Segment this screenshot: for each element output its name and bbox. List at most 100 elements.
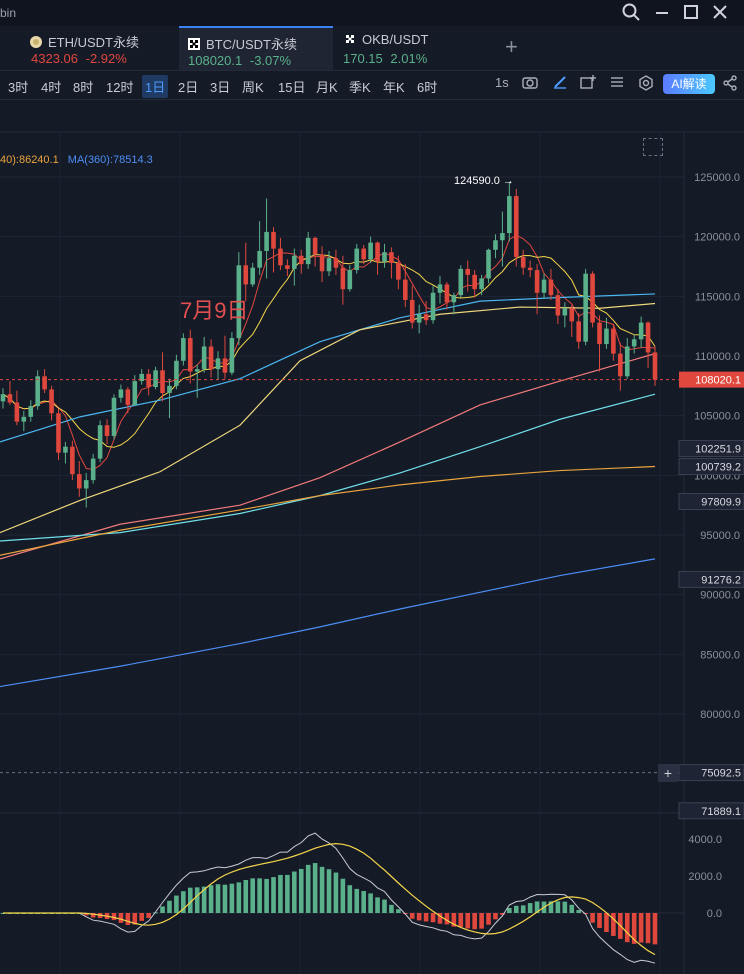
timeframe-1d[interactable]: 1日 [142, 75, 169, 98]
ma240-line [0, 465, 656, 556]
macd-histogram-bar [347, 885, 353, 913]
macd-histogram-bar [146, 913, 151, 918]
timeframe-15d[interactable]: 15日 [278, 80, 306, 95]
candle-body [160, 370, 165, 393]
crosshair-plus-icon[interactable]: + [658, 764, 678, 782]
candle-body [423, 314, 429, 321]
candle-body [125, 389, 131, 405]
macd-histogram-bar [611, 913, 616, 936]
candle-body [361, 248, 366, 260]
tab-eth-usdt[interactable]: ETH/USDT永续 4323.06 -2.92% [18, 26, 176, 70]
tab-change: -2.92% [85, 51, 127, 66]
macd-histogram-bar [562, 901, 568, 913]
macd-histogram-bar [194, 887, 200, 913]
ai-analysis-button[interactable]: AI解读 [663, 74, 715, 94]
camera-icon[interactable] [522, 75, 538, 92]
candle-body [28, 406, 34, 417]
ma200-line [0, 393, 656, 542]
timeframe-6h[interactable]: 6时 [417, 80, 438, 95]
price-tag [678, 458, 744, 476]
timeframe-4h[interactable]: 4时 [41, 80, 62, 95]
macd-histogram-bar [125, 913, 131, 925]
macd-histogram-bar [215, 884, 221, 913]
fullscreen-icon[interactable] [643, 138, 663, 156]
price-tag-label: 108020.1 [695, 375, 741, 387]
candle-body [250, 267, 256, 285]
timeframe-yearly[interactable]: 年K [383, 80, 405, 95]
macd-histogram-bar [590, 913, 595, 923]
tab-btc-usdt[interactable]: BTC/USDT永续 108020.1 -3.07% [179, 26, 333, 70]
add-indicator-icon[interactable] [580, 75, 596, 92]
macd-histogram-bar [389, 904, 394, 913]
candle-body [618, 353, 623, 377]
candle-body [97, 425, 103, 459]
minimize-icon[interactable] [652, 3, 672, 23]
add-tab-button[interactable]: + [505, 34, 518, 59]
timeframe-3h[interactable]: 3时 [8, 80, 29, 95]
candle-body [354, 248, 360, 271]
indicators-list-icon[interactable] [609, 75, 625, 92]
chart-canvas[interactable]: 125000.0 120000.0 115000.0 110000.0 105000.0… [0, 100, 744, 974]
share-icon[interactable] [722, 75, 738, 94]
timeframe-12h[interactable]: 12时 [106, 80, 134, 95]
timeframe-2d[interactable]: 2日 [178, 80, 199, 95]
candle-body [132, 381, 138, 405]
macd-histogram-bar [160, 906, 165, 913]
macd-histogram-bar [597, 913, 602, 928]
candle-body [305, 237, 311, 265]
candle-body [527, 267, 533, 271]
candle-body [631, 339, 637, 347]
macd-histogram-bar [243, 879, 249, 913]
price-tag-label: 100739.2 [695, 462, 741, 474]
ma-legend: 40):86240.1 MA(360):78514.3 [0, 154, 153, 166]
macd-dea-line [3, 842, 656, 956]
candle-body [534, 270, 540, 293]
candle-body [49, 389, 54, 414]
price-tick-label: 90000.0 [700, 590, 740, 602]
candle-body [347, 270, 353, 290]
candle-body [458, 268, 464, 296]
price-tag-label: 97809.9 [701, 496, 741, 508]
candle-body [611, 328, 616, 354]
draw-pen-icon[interactable] [552, 75, 568, 92]
candle-body [555, 295, 561, 316]
candle-body [500, 233, 505, 241]
tab-okb-usdt[interactable]: OKB/USDT 170.15 2.01% [336, 26, 486, 70]
timeframe-quarterly[interactable]: 季K [349, 80, 371, 95]
search-icon[interactable] [621, 3, 641, 23]
price-chart[interactable]: 125000.0 120000.0 115000.0 110000.0 105000.0… [0, 100, 744, 974]
interval-selector[interactable]: 1s [495, 75, 509, 90]
candle-body [146, 373, 151, 388]
candle-body [229, 338, 235, 373]
macd-histogram-bar [257, 878, 262, 913]
timeframe-weekly[interactable]: 周K [242, 80, 264, 95]
candle-body [486, 249, 491, 279]
macd-histogram-bar [604, 913, 609, 932]
macd-histogram-bar [278, 874, 283, 913]
candle-body [416, 314, 422, 323]
candle-body [333, 258, 339, 268]
settings-gear-icon[interactable] [638, 75, 654, 94]
macd-histogram-bar [437, 913, 443, 924]
macd-dif-line [3, 832, 656, 964]
candle-body [451, 295, 457, 303]
timeframe-3d[interactable]: 3日 [210, 80, 231, 95]
candle-body [513, 196, 519, 257]
candle-body [507, 196, 512, 234]
candle-body [278, 248, 283, 266]
candle-body [298, 255, 304, 265]
candle-body [652, 352, 658, 380]
candle-body [167, 385, 172, 393]
candle-body [382, 252, 387, 262]
maximize-icon[interactable] [681, 3, 701, 23]
macd-histogram-bar [624, 913, 630, 943]
tab-title: OKB/USDT [362, 32, 429, 47]
candle-body [0, 394, 6, 402]
timeframe-monthly[interactable]: 月K [316, 80, 338, 95]
close-icon[interactable] [710, 3, 730, 23]
timeframe-8h[interactable]: 8时 [73, 80, 94, 95]
macd-histogram-bar [396, 909, 401, 913]
macd-histogram-bar [285, 874, 290, 913]
macd-histogram-bar [444, 913, 450, 925]
macd-histogram-bar [139, 913, 145, 921]
